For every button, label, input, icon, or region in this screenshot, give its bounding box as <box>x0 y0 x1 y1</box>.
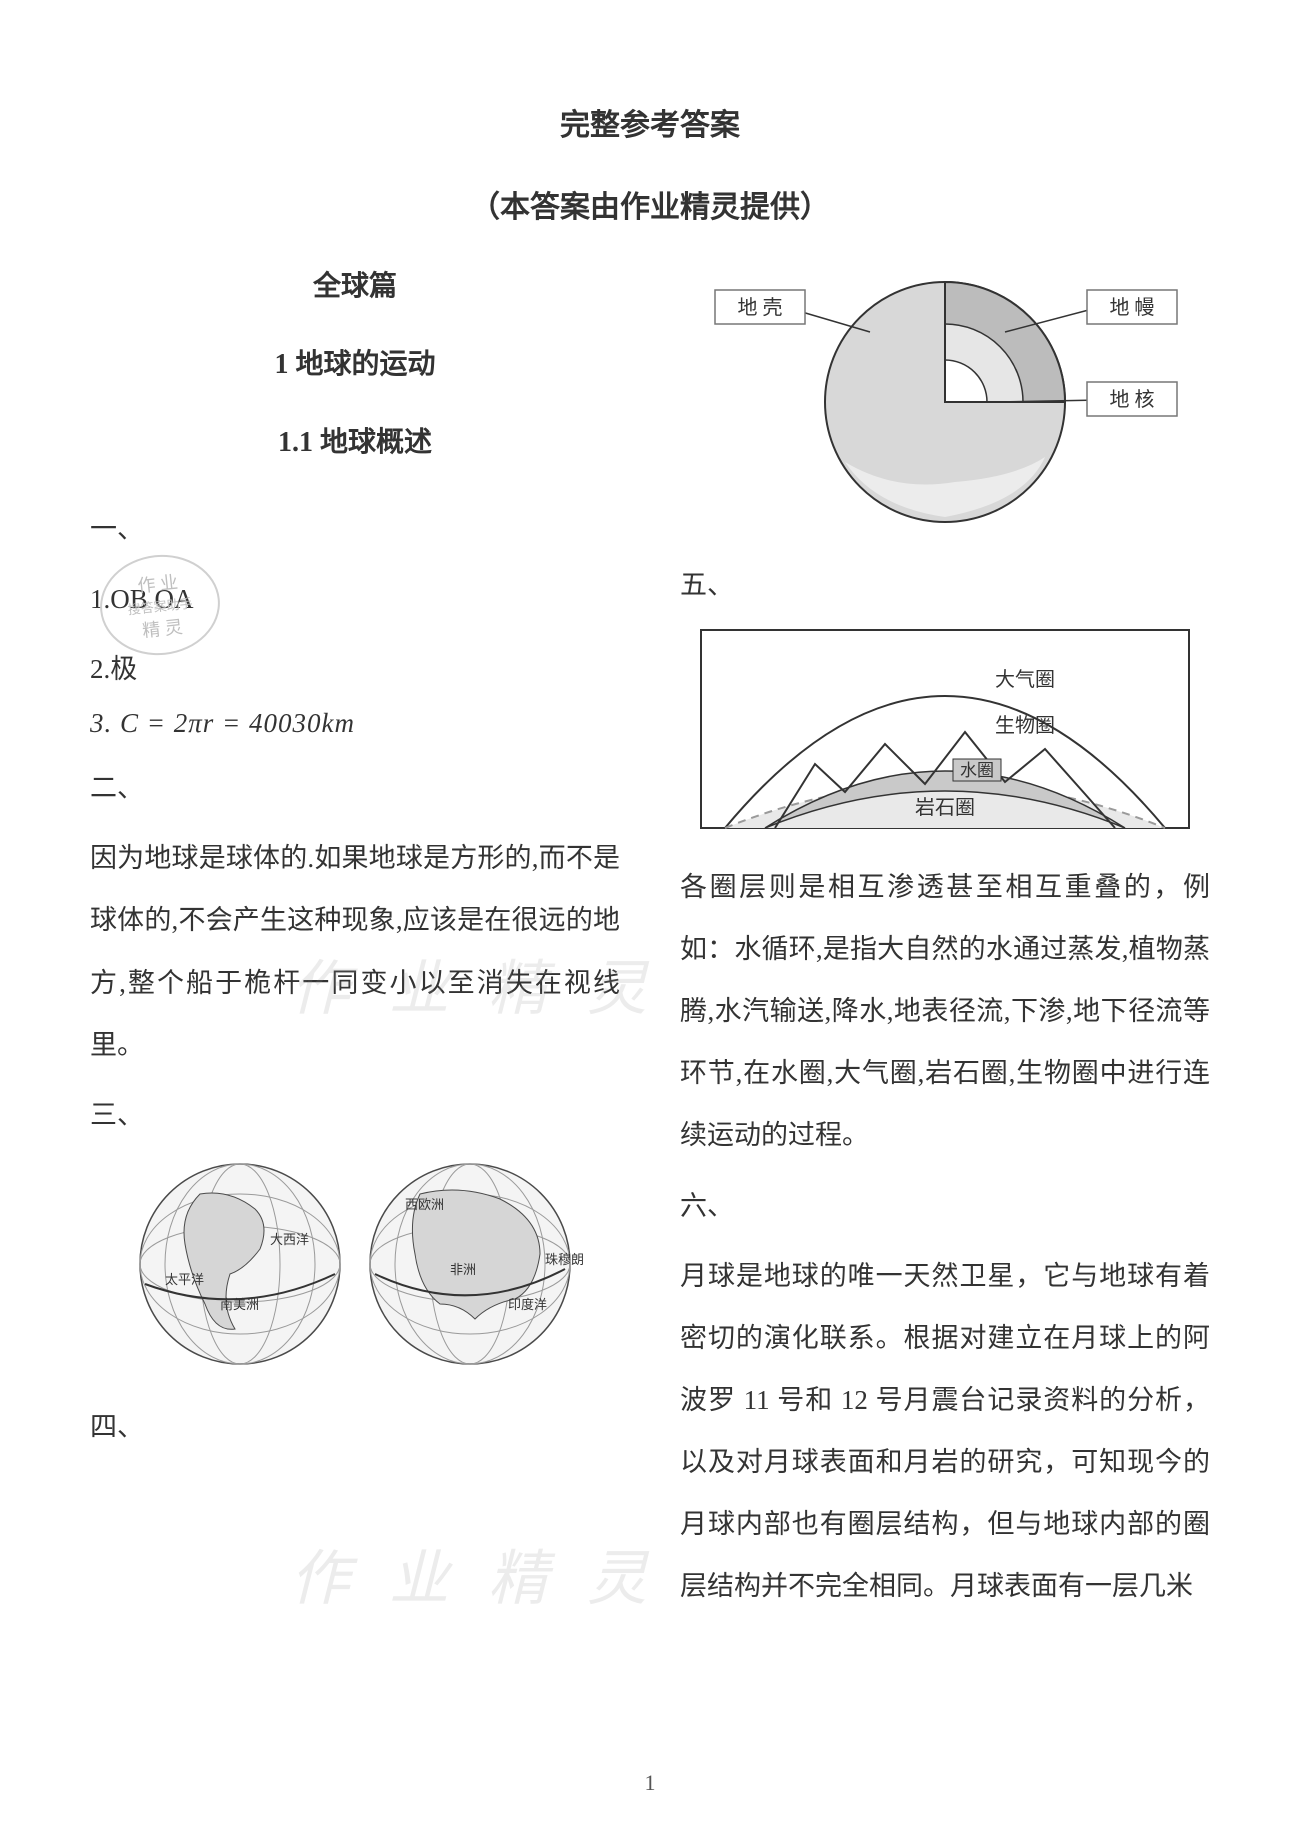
atmo-label: 大气圈 <box>995 668 1055 691</box>
answer-3-formula: 3. C = 2πr = 40030km <box>90 708 620 739</box>
answer-2: 2.极 <box>90 638 620 700</box>
paragraph-5: 各圈层则是相互渗透甚至相互重叠的，例如：水循环,是指大自然的水通过蒸发,植物蒸腾… <box>680 856 1210 1166</box>
core-label: 地 核 <box>1110 388 1155 411</box>
section-heading: 1 地球的运动 <box>90 342 620 382</box>
mantle-label: 地 幔 <box>1110 296 1155 319</box>
litho-label: 岩石圈 <box>915 796 975 819</box>
right-column: 地 壳 地 幔 地 核 五、 <box>680 264 1210 1625</box>
crust-label: 地 壳 <box>738 296 783 319</box>
question-group-2: 二、 <box>90 757 620 819</box>
answer-1: 1.OB OA <box>90 568 620 630</box>
spheres-figure: 大气圈 生物圈 水圈 岩石圈 <box>680 624 1210 834</box>
earth-layers-svg: 地 壳 地 幔 地 核 <box>695 272 1195 532</box>
bio-label: 生物圈 <box>995 714 1055 737</box>
world-globes-figure: 太平洋 大西洋 南美洲 西欧洲 非洲 印度洋 珠穆朗 <box>90 1154 620 1374</box>
question-group-3: 三、 <box>90 1084 620 1146</box>
mantle-label-group: 地 幔 <box>1005 290 1177 332</box>
label-indian: 印度洋 <box>508 1297 547 1312</box>
label-africa: 非洲 <box>450 1262 476 1277</box>
page-number: 1 <box>0 1770 1300 1796</box>
page-subtitle: （本答案由作业精灵提供） <box>90 182 1210 226</box>
world-globes-svg: 太平洋 大西洋 南美洲 西欧洲 非洲 印度洋 珠穆朗 <box>120 1154 590 1374</box>
question-group-1: 一、 <box>90 498 620 560</box>
label-weurope: 西欧洲 <box>405 1197 444 1212</box>
page-title: 完整参考答案 <box>90 100 1210 144</box>
subsection-heading: 1.1 地球概述 <box>90 420 620 460</box>
chapter-heading: 全球篇 <box>90 264 620 304</box>
question-group-6: 六、 <box>680 1175 1210 1237</box>
question-group-4: 四、 <box>90 1396 620 1458</box>
question-group-5: 五、 <box>680 554 1210 616</box>
label-pacific: 太平洋 <box>165 1272 204 1287</box>
spheres-svg: 大气圈 生物圈 水圈 岩石圈 <box>695 624 1195 834</box>
hydro-label: 水圈 <box>960 761 994 780</box>
formula-prefix: 3. <box>90 708 112 738</box>
formula-body: C = 2πr = 40030km <box>120 708 355 738</box>
content-columns: 全球篇 1 地球的运动 1.1 地球概述 一、 1.OB OA 2.极 3. C… <box>90 264 1210 1625</box>
left-column: 全球篇 1 地球的运动 1.1 地球概述 一、 1.OB OA 2.极 3. C… <box>90 264 620 1625</box>
earth-layers-figure: 地 壳 地 幔 地 核 <box>680 272 1210 532</box>
crust-label-group: 地 壳 <box>715 290 870 332</box>
paragraph-2: 因为地球是球体的.如果地球是方形的,而不是球体的,不会产生这种现象,应该是在很远… <box>90 827 620 1075</box>
label-everest: 珠穆朗 <box>545 1252 584 1267</box>
paragraph-6: 月球是地球的唯一天然卫星，它与地球有着密切的演化联系。根据对建立在月球上的阿波罗… <box>680 1245 1210 1618</box>
label-atlantic: 大西洋 <box>270 1232 309 1247</box>
